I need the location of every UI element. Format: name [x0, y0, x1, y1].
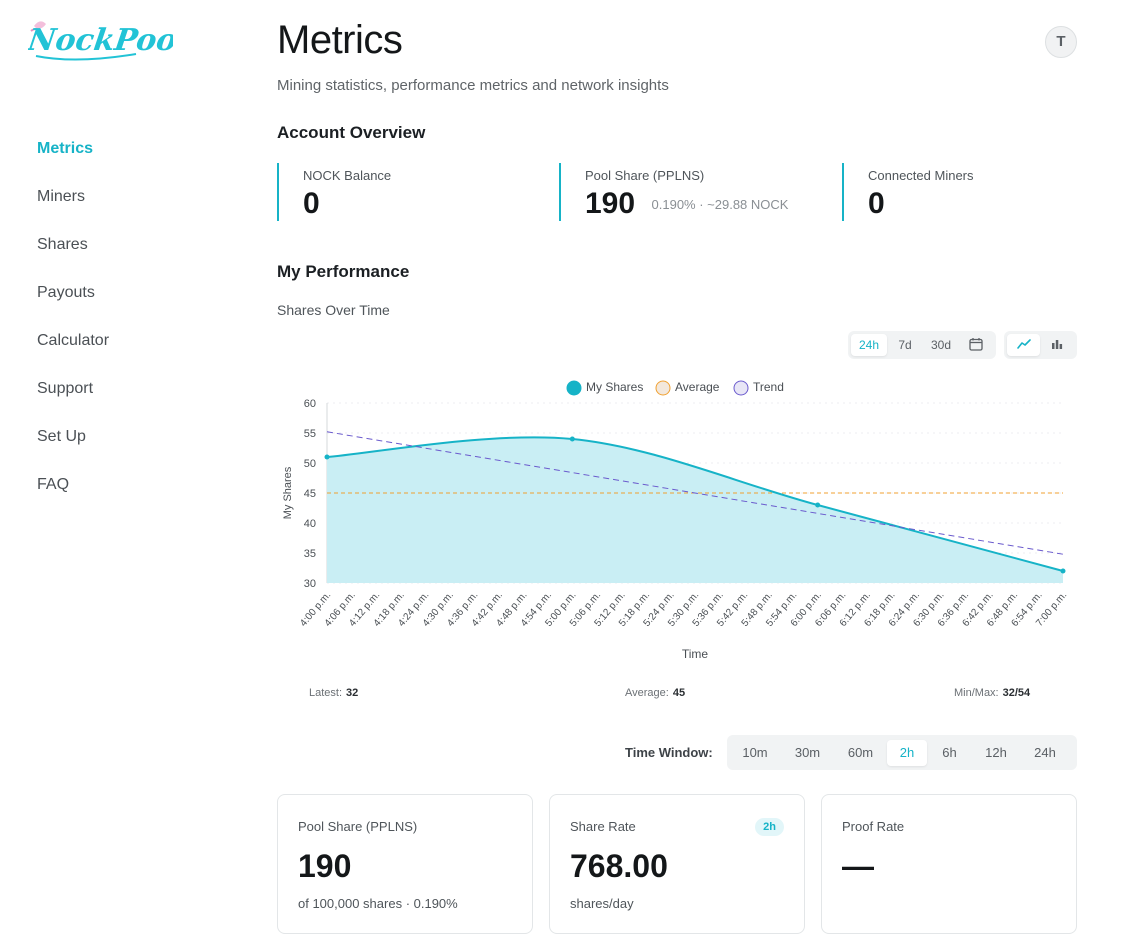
y-tick-label: 55: [304, 428, 316, 440]
stat-label: Connected Miners: [868, 168, 974, 183]
card-label: Proof Rate: [842, 819, 905, 834]
card-label: Share Rate: [570, 819, 636, 834]
legend-label: My Shares: [586, 380, 643, 394]
card-value: —: [842, 848, 874, 884]
my-shares-point: [1060, 568, 1066, 574]
y-tick-label: 35: [304, 548, 316, 560]
card-sub: shares/day: [570, 896, 634, 911]
x-tick-labels: 4:00 p.m.4:06 p.m.4:12 p.m.4:18 p.m.4:24…: [298, 590, 1069, 629]
range-30d-button[interactable]: 30d: [930, 338, 952, 352]
sidebar-item-metrics[interactable]: Metrics: [37, 140, 94, 157]
time-window-30m[interactable]: 30m: [794, 744, 821, 760]
time-window-6h[interactable]: 6h: [942, 744, 957, 760]
stat-label: NOCK Balance: [303, 168, 392, 183]
card-share-rate: Share Rate 2h 768.00 shares/day: [549, 794, 805, 934]
stat-value: 0: [868, 187, 885, 220]
card-pool-share: Pool Share (PPLNS) 190 of 100,000 shares…: [277, 794, 533, 934]
x-axis-label: Time: [682, 647, 709, 661]
summary-latest: Latest: 32: [309, 687, 358, 699]
sidebar-item-miners[interactable]: Miners: [37, 188, 86, 205]
range-24h-button[interactable]: 24h: [851, 334, 887, 356]
my-shares-area: [327, 437, 1063, 583]
summary-minmax-value: 32/54: [1002, 687, 1031, 699]
card-label: Pool Share (PPLNS): [298, 819, 418, 834]
sidebar-nav: Metrics Miners Shares Payouts Calculator…: [37, 138, 109, 522]
y-tick-label: 45: [304, 488, 316, 500]
stat-nock-balance: NOCK Balance 0: [277, 163, 391, 221]
legend-swatch: [733, 380, 749, 396]
sidebar-item-shares[interactable]: Shares: [37, 236, 88, 253]
card-proof-rate: Proof Rate —: [821, 794, 1077, 934]
time-window-12h[interactable]: 12h: [985, 744, 1007, 760]
trend-line: [326, 431, 1064, 555]
legend-label: Average: [675, 380, 720, 394]
chart-type-selector: [1004, 331, 1077, 359]
page-title: Metrics: [277, 18, 403, 62]
calendar-button[interactable]: [959, 334, 993, 356]
account-overview-title: Account Overview: [277, 123, 426, 142]
y-tick-label: 30: [304, 578, 316, 590]
my-shares-point: [324, 454, 330, 460]
stat-connected-miners: Connected Miners 0: [842, 163, 974, 221]
line-chart-icon: [1016, 339, 1031, 349]
logo-text: NockPool: [28, 23, 173, 58]
sidebar-item-support[interactable]: Support: [37, 380, 94, 397]
sidebar-item-calculator[interactable]: Calculator: [37, 332, 110, 349]
time-window-24h[interactable]: 24h: [1034, 744, 1056, 760]
nockpool-logo[interactable]: NockPool: [28, 14, 173, 70]
page-subtitle: Mining statistics, performance metrics a…: [277, 77, 669, 94]
card-value: 768.00: [570, 848, 668, 884]
sidebar-item-faq[interactable]: FAQ: [37, 476, 70, 493]
calendar-icon: [969, 338, 983, 351]
y-tick-label: 60: [304, 398, 316, 410]
y-tick-label: 50: [304, 458, 316, 470]
summary-latest-label: Latest:: [309, 687, 343, 699]
legend-swatch: [655, 380, 671, 396]
stat-value: 190: [585, 187, 636, 220]
y-tick-labels: 30 35 40 45 50 55 60: [304, 398, 316, 590]
user-avatar[interactable]: T: [1045, 26, 1077, 58]
time-window-badge: 2h: [755, 818, 784, 836]
bar-chart-button[interactable]: [1040, 334, 1073, 356]
legend-label: Trend: [753, 380, 784, 394]
my-shares-line: [326, 436, 1064, 572]
time-window-selector: 10m 30m 60m 2h 6h 12h 24h: [727, 735, 1077, 770]
stat-label: Pool Share (PPLNS): [585, 168, 705, 183]
line-chart-button[interactable]: [1007, 334, 1040, 356]
stat-value: 0: [303, 187, 320, 220]
chart-legend: My Shares Average Trend: [566, 380, 784, 396]
time-window-2h[interactable]: 2h: [887, 739, 927, 766]
legend-swatch: [566, 380, 582, 396]
summary-minmax-label: Min/Max:: [954, 687, 999, 699]
sidebar-item-payouts[interactable]: Payouts: [37, 284, 95, 301]
card-sub: of 100,000 shares · 0.190%: [298, 896, 458, 911]
summary-minmax: Min/Max: 32/54: [954, 687, 1030, 699]
time-window-10m[interactable]: 10m: [742, 744, 768, 760]
range-selector: 24h 7d 30d: [848, 331, 996, 359]
card-value: 190: [298, 848, 352, 884]
time-window-60m[interactable]: 60m: [847, 744, 874, 760]
chart-plot: [324, 431, 1066, 583]
y-tick-label: 40: [304, 518, 316, 530]
range-7d-button[interactable]: 7d: [898, 338, 912, 352]
chart-title: Shares Over Time: [277, 302, 390, 318]
my-shares-point: [815, 502, 821, 508]
bar-chart-icon: [1051, 340, 1062, 349]
stat-pool-share: Pool Share (PPLNS) 190 0.190% · ~29.88 N…: [559, 163, 788, 221]
stat-extra: 0.190% · ~29.88 NOCK: [651, 197, 789, 212]
summary-average-label: Average:: [625, 687, 669, 699]
summary-average-value: 45: [672, 687, 686, 699]
summary-latest-value: 32: [346, 687, 359, 699]
time-window-label: Time Window:: [625, 745, 713, 760]
y-axis-label: My Shares: [282, 466, 294, 519]
shares-over-time-chart: My Shares Average Trend 30 35 40 45 50 55 60 4:0…: [282, 380, 1069, 661]
summary-average: Average: 45: [625, 687, 685, 699]
my-shares-point: [569, 436, 575, 442]
my-performance-title: My Performance: [277, 262, 410, 281]
sidebar-item-setup[interactable]: Set Up: [37, 428, 86, 445]
